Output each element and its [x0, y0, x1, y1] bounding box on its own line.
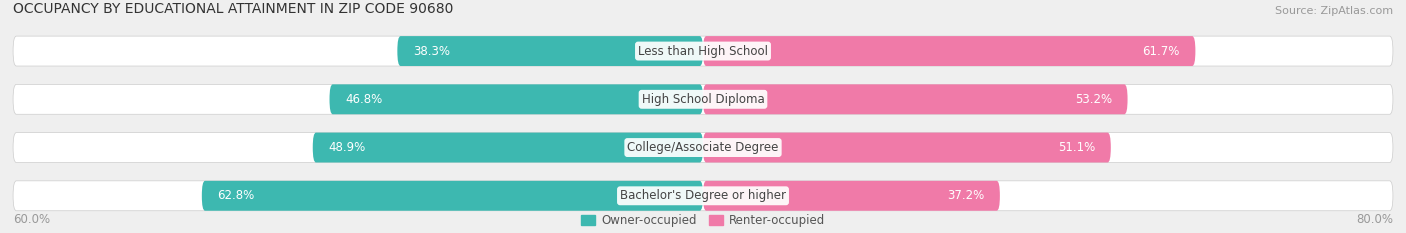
Text: High School Diploma: High School Diploma	[641, 93, 765, 106]
Legend: Owner-occupied, Renter-occupied: Owner-occupied, Renter-occupied	[576, 209, 830, 232]
FancyBboxPatch shape	[13, 36, 1393, 66]
Text: 80.0%: 80.0%	[1355, 213, 1393, 226]
Text: Bachelor's Degree or higher: Bachelor's Degree or higher	[620, 189, 786, 202]
Text: 62.8%: 62.8%	[218, 189, 254, 202]
Text: 51.1%: 51.1%	[1059, 141, 1095, 154]
Text: 60.0%: 60.0%	[13, 213, 51, 226]
Text: OCCUPANCY BY EDUCATIONAL ATTAINMENT IN ZIP CODE 90680: OCCUPANCY BY EDUCATIONAL ATTAINMENT IN Z…	[13, 2, 454, 16]
Text: College/Associate Degree: College/Associate Degree	[627, 141, 779, 154]
FancyBboxPatch shape	[703, 84, 1128, 114]
Text: 61.7%: 61.7%	[1143, 45, 1180, 58]
Text: 38.3%: 38.3%	[413, 45, 450, 58]
FancyBboxPatch shape	[703, 36, 1195, 66]
FancyBboxPatch shape	[329, 84, 703, 114]
FancyBboxPatch shape	[13, 181, 1393, 211]
Text: 48.9%: 48.9%	[328, 141, 366, 154]
FancyBboxPatch shape	[13, 84, 1393, 114]
FancyBboxPatch shape	[703, 181, 1000, 211]
FancyBboxPatch shape	[312, 133, 703, 162]
FancyBboxPatch shape	[202, 181, 703, 211]
Text: 53.2%: 53.2%	[1076, 93, 1112, 106]
FancyBboxPatch shape	[13, 133, 1393, 162]
Text: Source: ZipAtlas.com: Source: ZipAtlas.com	[1275, 6, 1393, 16]
Text: 46.8%: 46.8%	[344, 93, 382, 106]
Text: 37.2%: 37.2%	[948, 189, 984, 202]
Text: Less than High School: Less than High School	[638, 45, 768, 58]
FancyBboxPatch shape	[703, 133, 1111, 162]
FancyBboxPatch shape	[398, 36, 703, 66]
